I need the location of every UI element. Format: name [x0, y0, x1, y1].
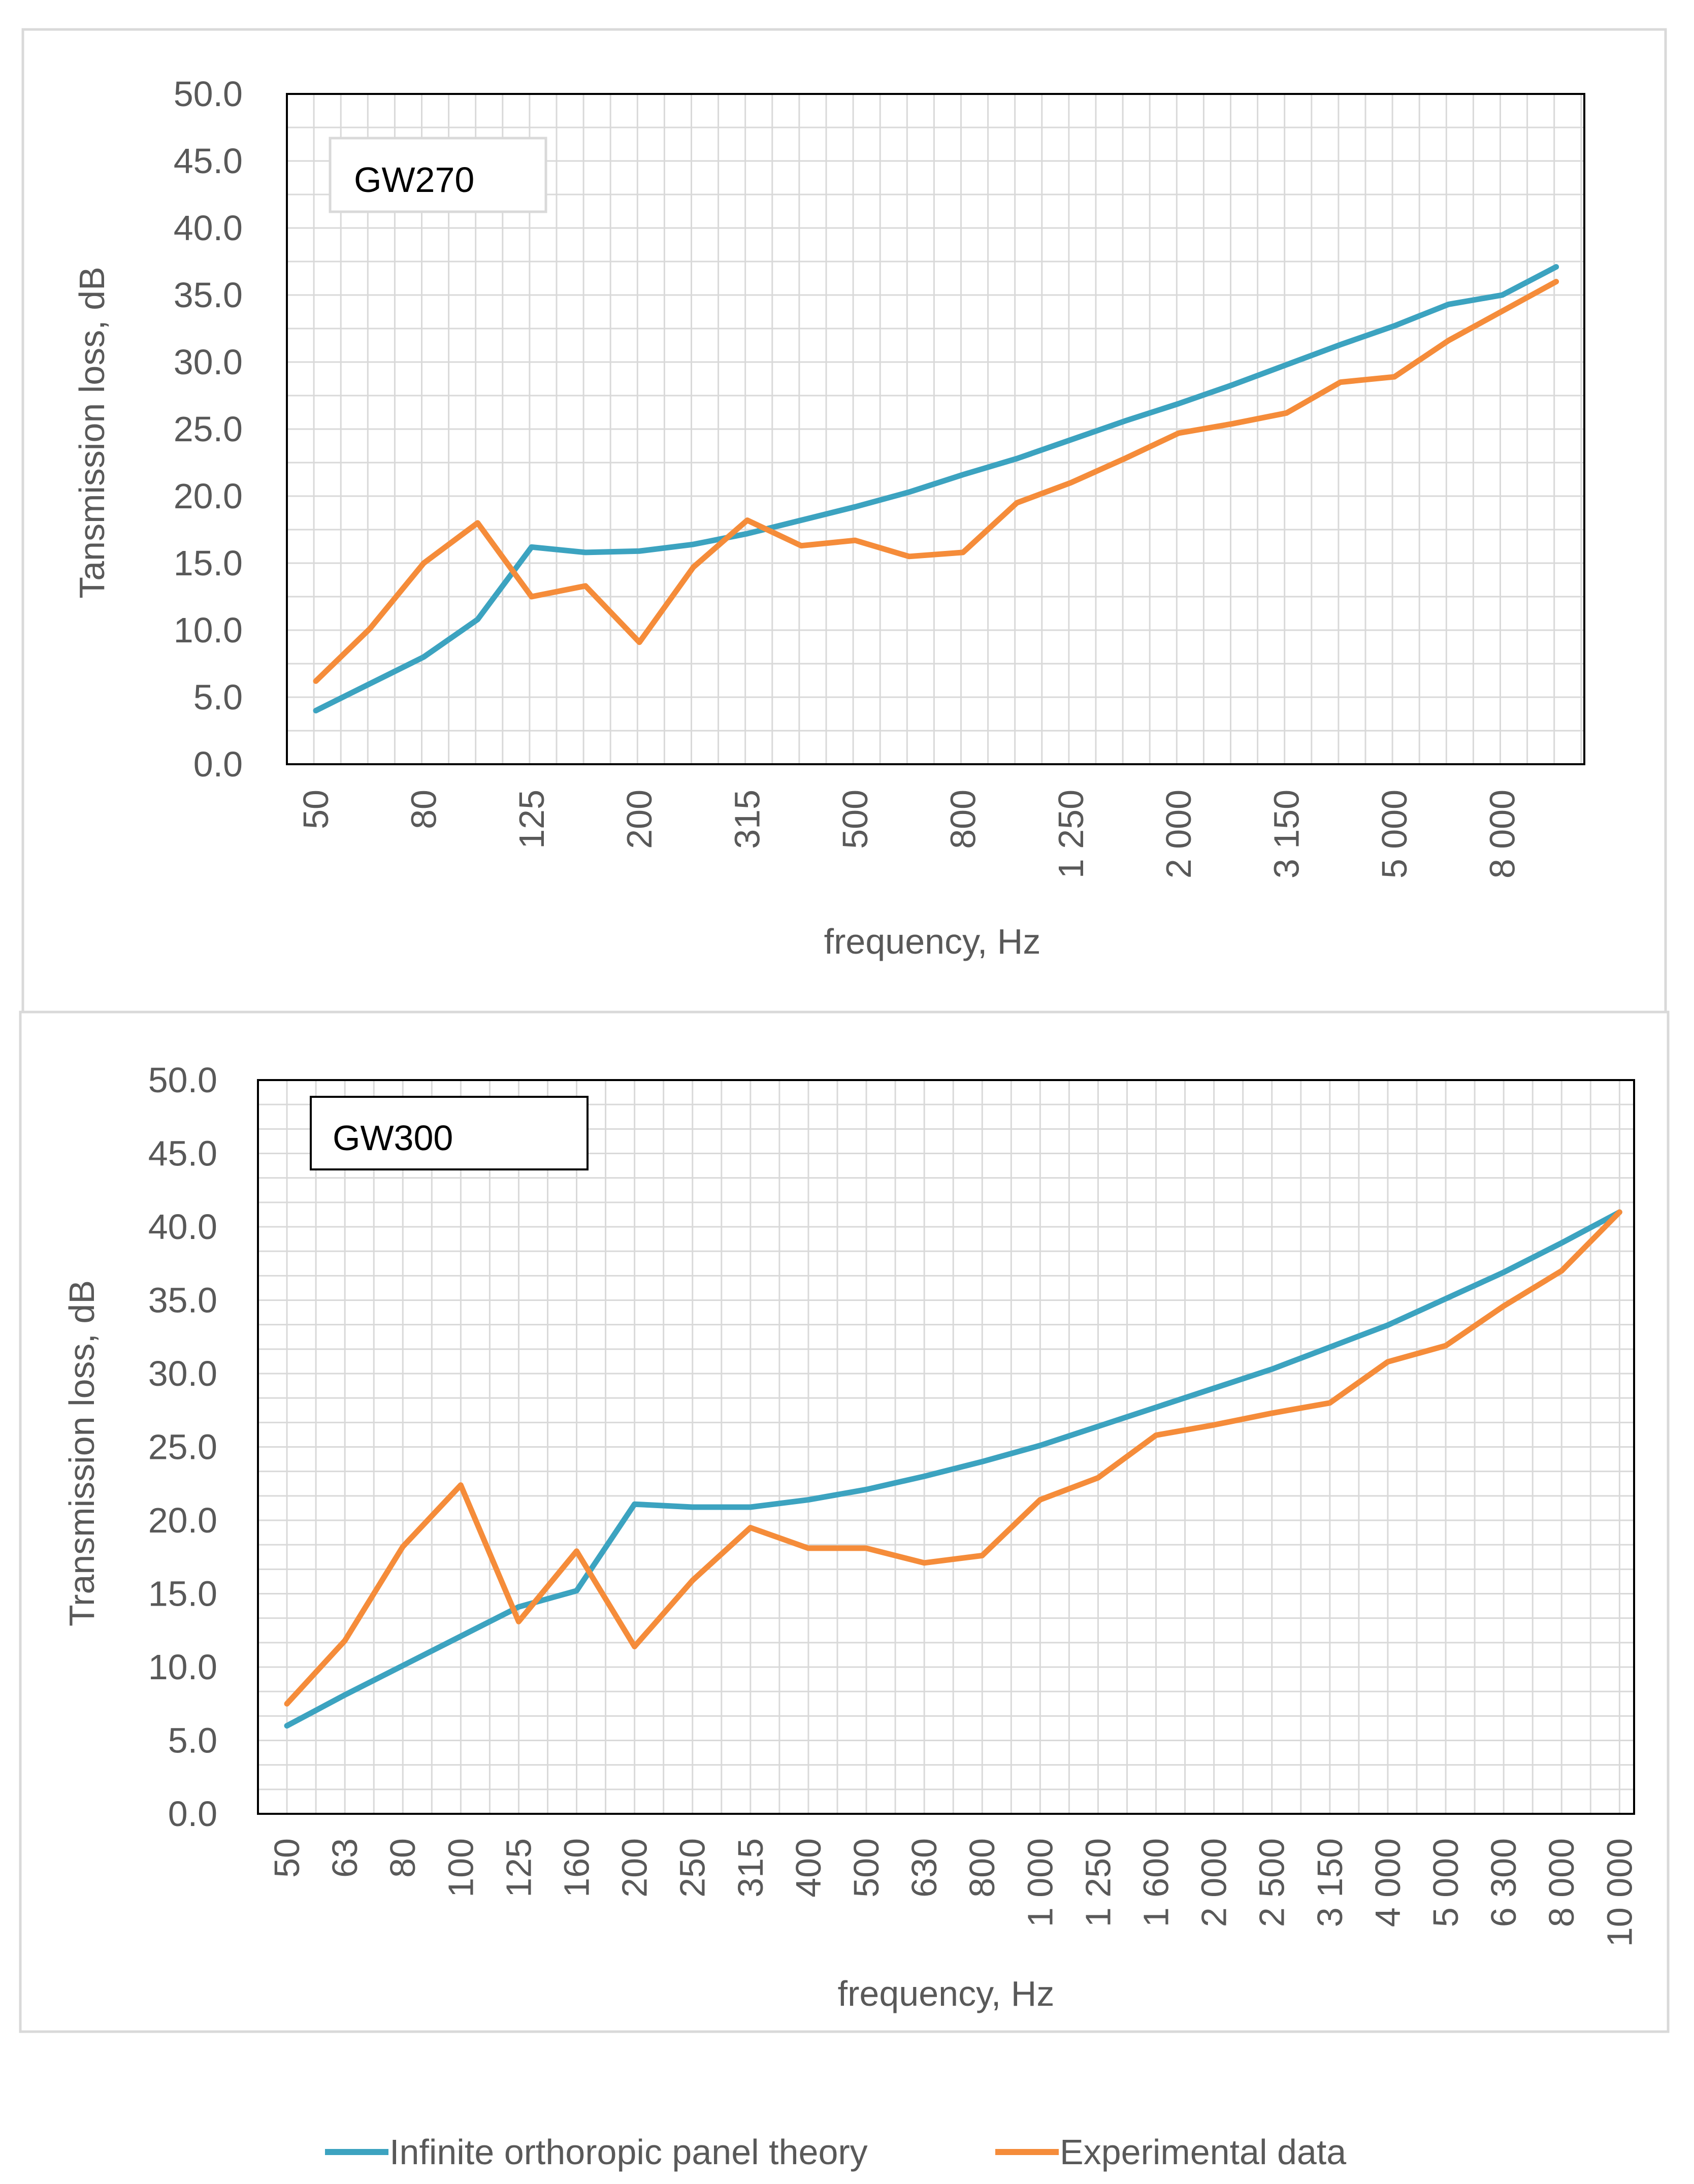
chart-2-ylabel: Transmission loss, dB [62, 1280, 102, 1626]
y-tick-label: 10.0 [174, 610, 243, 650]
y-tick-label: 25.0 [174, 409, 243, 449]
y-tick-label: 30.0 [174, 342, 243, 382]
x-tick-label: 315 [731, 1838, 770, 1898]
chart-1-axes [286, 93, 1585, 765]
x-tick-label: 800 [962, 1838, 1002, 1898]
x-tick-label: 125 [512, 790, 551, 849]
y-tick-label: 45.0 [148, 1134, 217, 1174]
x-tick-label: 630 [904, 1838, 944, 1898]
plot-area-border [257, 1079, 1635, 1815]
x-tick-label: 5 000 [1426, 1838, 1465, 1927]
x-tick-label: 500 [846, 1838, 886, 1898]
x-tick-label: 160 [557, 1838, 597, 1898]
x-tick-label: 80 [404, 790, 443, 829]
y-tick-label: 30.0 [148, 1354, 217, 1393]
x-tick-label: 6 300 [1484, 1838, 1523, 1927]
plot-area-border [286, 93, 1585, 765]
chart-1-title-box: GW270 [329, 137, 547, 213]
series-line-experimental [284, 1209, 1622, 1707]
x-tick-label: 3 150 [1267, 790, 1307, 878]
x-tick-label: 1 250 [1078, 1838, 1118, 1927]
chart-1-lines [313, 264, 1559, 713]
x-tick-label: 8 000 [1542, 1838, 1581, 1927]
y-tick-label: 25.0 [148, 1427, 217, 1467]
y-tick-label: 35.0 [174, 275, 243, 315]
y-tick-label: 10.0 [148, 1647, 217, 1687]
chart-2-title-box: GW300 [310, 1096, 589, 1170]
chart-1-ylabel: Tansmission loss, dB [72, 267, 112, 599]
x-tick-label: 50 [296, 790, 336, 829]
y-tick-label: 5.0 [193, 677, 243, 717]
y-tick-label: 0.0 [193, 744, 243, 784]
x-tick-label: 800 [943, 790, 983, 849]
y-tick-label: 40.0 [148, 1207, 217, 1247]
legend-experimental-label: Experimental data [1060, 2132, 1346, 2172]
y-tick-label: 5.0 [168, 1721, 217, 1761]
x-tick-label: 2 500 [1252, 1838, 1292, 1927]
x-tick-label: 1 000 [1020, 1838, 1060, 1927]
series-line-theory [284, 1209, 1622, 1729]
chart-2-xtick-labels: 50 63 80 100 125 160 200 250 315 400 500 630 800 1 00… [267, 1838, 1639, 1947]
series-line-experimental [313, 279, 1559, 684]
y-tick-label: 45.0 [174, 141, 243, 181]
x-tick-label: 10 000 [1600, 1838, 1639, 1947]
y-tick-label: 20.0 [174, 476, 243, 516]
x-tick-label: 315 [728, 790, 767, 849]
x-tick-label: 125 [499, 1838, 538, 1898]
chart-1-title: GW270 [354, 160, 474, 200]
x-tick-label: 200 [620, 790, 659, 849]
x-tick-label: 1 250 [1051, 790, 1091, 878]
x-tick-label: 63 [325, 1838, 365, 1878]
y-tick-label: 40.0 [174, 208, 243, 248]
x-tick-label: 100 [441, 1838, 480, 1898]
y-tick-label: 35.0 [148, 1281, 217, 1320]
series-line-theory [313, 264, 1559, 713]
y-tick-label: 20.0 [148, 1501, 217, 1540]
chart-2-axes [257, 1079, 1635, 1815]
legend-theory-label: Infinite orthoropic panel theory [389, 2132, 868, 2172]
chart-1-xtick-labels: 50 80 125 200 315 500 800 1 250 2 000 3 150 5 000 8… [296, 790, 1522, 878]
x-tick-label: 1 600 [1136, 1838, 1176, 1927]
x-tick-label: 50 [267, 1838, 307, 1878]
chart-gw270: 0.0 5.0 10.0 15.0 20.0 25.0 30.0 35.0 40.0 45.0 50… [72, 74, 1585, 961]
x-tick-label: 400 [789, 1838, 828, 1898]
chart-1-xlabel: frequency, Hz [824, 922, 1041, 961]
x-tick-label: 8 000 [1482, 790, 1522, 878]
chart-2-lines [284, 1209, 1622, 1729]
chart-1-ytick-labels: 0.0 5.0 10.0 15.0 20.0 25.0 30.0 35.0 40.0 45.0 50… [174, 74, 243, 784]
x-tick-label: 2 000 [1159, 790, 1198, 878]
x-tick-label: 500 [835, 790, 875, 849]
chart-2-ytick-labels: 0.0 5.0 10.0 15.0 20.0 25.0 30.0 35.0 40.0 45.0 50… [148, 1060, 217, 1834]
chart-2-xlabel: frequency, Hz [838, 1974, 1055, 2013]
x-tick-label: 3 150 [1310, 1838, 1350, 1927]
x-tick-label: 4 000 [1368, 1838, 1408, 1927]
x-tick-label: 5 000 [1375, 790, 1414, 878]
legend: Infinite orthoropic panel theory Experim… [325, 2132, 1346, 2172]
x-tick-label: 200 [615, 1838, 655, 1898]
y-tick-label: 50.0 [148, 1060, 217, 1100]
x-tick-label: 2 000 [1194, 1838, 1234, 1927]
chart-2-frame [19, 1010, 1670, 2033]
y-tick-label: 15.0 [148, 1574, 217, 1614]
x-tick-label: 250 [673, 1838, 712, 1898]
chart-2-title: GW300 [333, 1118, 453, 1158]
chart-gw300: 0.0 5.0 10.0 15.0 20.0 25.0 30.0 35.0 40.0 45.0 50… [62, 1060, 1639, 2013]
y-tick-label: 50.0 [174, 74, 243, 114]
y-tick-label: 0.0 [168, 1794, 217, 1834]
y-tick-label: 15.0 [174, 543, 243, 583]
x-tick-label: 80 [383, 1838, 422, 1878]
